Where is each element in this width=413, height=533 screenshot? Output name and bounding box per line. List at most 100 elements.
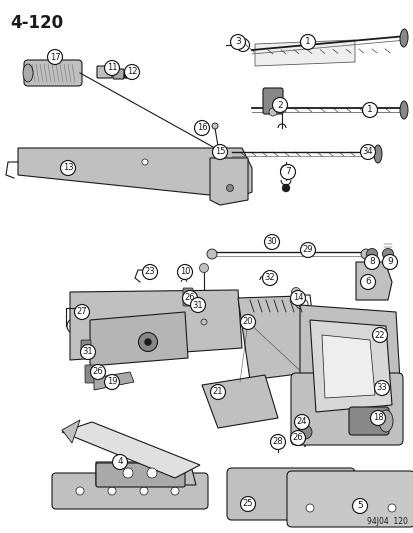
Circle shape <box>372 327 387 343</box>
Polygon shape <box>90 312 188 366</box>
Circle shape <box>370 410 385 425</box>
Text: 16: 16 <box>196 124 207 133</box>
Text: 7: 7 <box>285 167 290 176</box>
Polygon shape <box>254 40 354 66</box>
Ellipse shape <box>399 101 407 119</box>
Circle shape <box>294 415 309 430</box>
Polygon shape <box>94 372 134 390</box>
FancyBboxPatch shape <box>348 407 388 435</box>
Circle shape <box>272 439 283 449</box>
FancyBboxPatch shape <box>286 471 413 527</box>
Circle shape <box>300 35 315 50</box>
Polygon shape <box>96 462 195 485</box>
Text: 26: 26 <box>292 433 303 442</box>
Circle shape <box>199 263 208 272</box>
Polygon shape <box>309 320 391 412</box>
Polygon shape <box>321 335 374 398</box>
Text: 5: 5 <box>356 502 362 511</box>
Circle shape <box>104 375 119 390</box>
Text: 20: 20 <box>242 318 253 327</box>
Circle shape <box>177 264 192 279</box>
Circle shape <box>305 504 313 512</box>
FancyBboxPatch shape <box>24 60 82 86</box>
Circle shape <box>108 487 116 495</box>
FancyBboxPatch shape <box>113 69 124 79</box>
Circle shape <box>272 98 287 112</box>
Text: 17: 17 <box>50 52 60 61</box>
FancyBboxPatch shape <box>226 468 354 520</box>
Text: 33: 33 <box>376 384 387 392</box>
Circle shape <box>297 425 311 439</box>
Text: 34: 34 <box>362 148 373 157</box>
Text: 12: 12 <box>126 68 137 77</box>
Text: 28: 28 <box>272 438 282 447</box>
Polygon shape <box>355 262 391 300</box>
Text: 30: 30 <box>266 238 277 246</box>
FancyBboxPatch shape <box>290 373 402 445</box>
Circle shape <box>300 243 315 257</box>
Circle shape <box>123 468 133 478</box>
Circle shape <box>226 184 233 191</box>
Circle shape <box>351 498 367 513</box>
Circle shape <box>76 487 84 495</box>
Text: 3: 3 <box>235 37 240 46</box>
Text: 27: 27 <box>76 308 87 317</box>
Text: 32: 32 <box>264 273 275 282</box>
Circle shape <box>201 319 206 325</box>
Circle shape <box>112 455 127 470</box>
Circle shape <box>291 287 300 296</box>
Polygon shape <box>209 158 247 205</box>
Text: 1: 1 <box>366 106 372 115</box>
Text: 1: 1 <box>304 37 310 46</box>
Polygon shape <box>62 420 80 443</box>
Circle shape <box>360 144 375 159</box>
Polygon shape <box>18 148 252 198</box>
Circle shape <box>90 365 105 379</box>
Polygon shape <box>299 305 401 425</box>
Circle shape <box>387 504 395 512</box>
Text: 22: 22 <box>374 330 385 340</box>
Ellipse shape <box>399 29 407 47</box>
Circle shape <box>268 108 276 116</box>
Circle shape <box>363 254 379 270</box>
Circle shape <box>194 120 209 135</box>
Circle shape <box>382 248 392 260</box>
Text: 94J04  120: 94J04 120 <box>366 517 407 526</box>
Circle shape <box>138 333 157 351</box>
Polygon shape <box>237 296 313 380</box>
Text: 4-120: 4-120 <box>10 14 63 32</box>
Text: 8: 8 <box>368 257 374 266</box>
Circle shape <box>360 274 375 289</box>
Text: 24: 24 <box>296 417 306 426</box>
Text: 25: 25 <box>242 499 253 508</box>
FancyBboxPatch shape <box>97 66 112 78</box>
Text: 21: 21 <box>212 387 223 397</box>
Circle shape <box>140 487 147 495</box>
Circle shape <box>264 235 279 249</box>
Circle shape <box>212 144 227 159</box>
Text: 10: 10 <box>179 268 190 277</box>
Circle shape <box>360 249 370 259</box>
Circle shape <box>171 487 178 495</box>
Polygon shape <box>62 422 199 478</box>
FancyBboxPatch shape <box>85 365 96 383</box>
Text: 31: 31 <box>192 301 203 310</box>
Circle shape <box>290 431 305 446</box>
Circle shape <box>210 384 225 400</box>
Circle shape <box>182 290 197 305</box>
Ellipse shape <box>378 410 392 432</box>
Circle shape <box>290 290 305 305</box>
Ellipse shape <box>373 145 381 163</box>
Circle shape <box>280 165 295 180</box>
Text: 31: 31 <box>83 348 93 357</box>
Circle shape <box>270 434 285 449</box>
Text: 18: 18 <box>372 414 382 423</box>
Circle shape <box>144 338 151 345</box>
Text: 6: 6 <box>364 278 370 287</box>
Text: 23: 23 <box>144 268 155 277</box>
Text: 19: 19 <box>107 377 117 386</box>
Circle shape <box>211 123 218 129</box>
Circle shape <box>190 297 205 312</box>
Text: 4: 4 <box>117 457 123 466</box>
Text: 26: 26 <box>93 367 103 376</box>
